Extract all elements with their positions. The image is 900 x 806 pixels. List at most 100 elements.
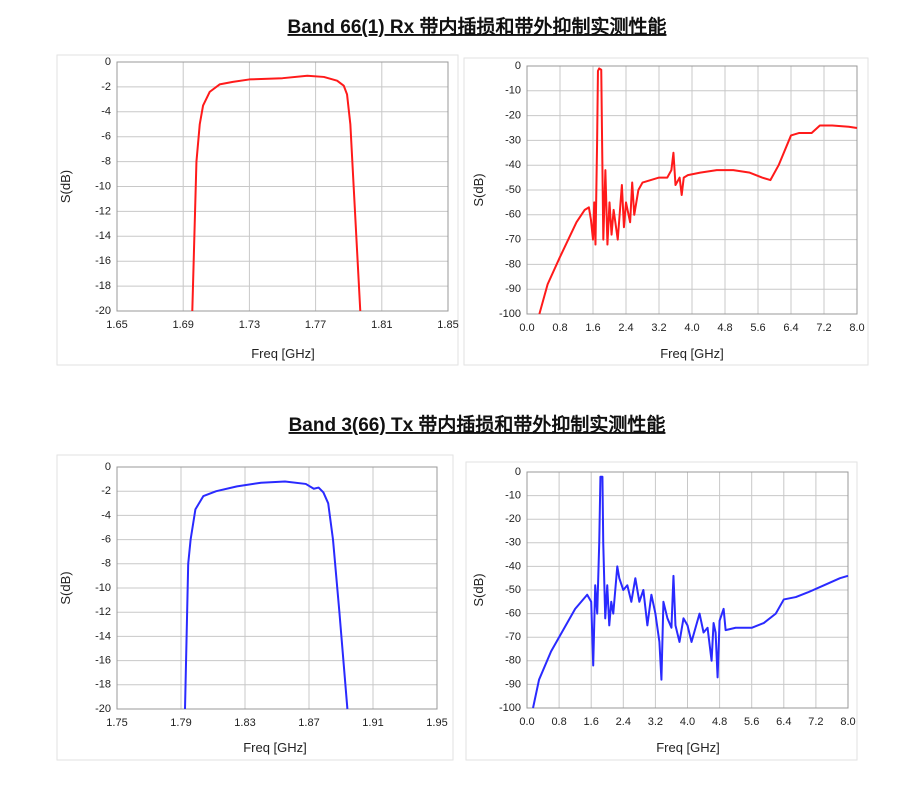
x-tick-label: 3.2	[651, 322, 666, 334]
y-tick-label: -90	[505, 678, 521, 690]
chart-frame	[56, 54, 459, 366]
x-tick-label: 1.87	[298, 717, 319, 729]
y-axis-label: S(dB)	[58, 170, 73, 203]
y-tick-label: -20	[95, 305, 111, 317]
y-axis-label: S(dB)	[471, 573, 486, 606]
x-tick-label: 4.8	[712, 716, 727, 728]
section-heading: Band 3(66) Tx 带内插损和带外抑制实测性能	[289, 413, 666, 436]
x-axis-label: Freq [GHz]	[251, 346, 315, 361]
y-tick-label: 0	[515, 60, 521, 72]
y-tick-label: -14	[95, 230, 111, 242]
x-tick-label: 0.8	[552, 322, 567, 334]
x-tick-label: 5.6	[744, 716, 759, 728]
x-tick-label: 2.4	[616, 716, 631, 728]
x-tick-label: 0.0	[519, 322, 534, 334]
x-tick-label: 6.4	[783, 322, 798, 334]
plot-border	[526, 65, 858, 315]
y-tick-label: -80	[505, 258, 521, 270]
y-tick-label: -10	[505, 490, 521, 502]
y-tick-label: -100	[499, 308, 521, 320]
y-tick-label: -70	[505, 234, 521, 246]
chart-frame	[465, 461, 858, 761]
x-tick-label: 6.4	[776, 716, 791, 728]
y-tick-label: -40	[505, 159, 521, 171]
y-tick-label: -6	[101, 131, 111, 143]
y-tick-label: -16	[95, 255, 111, 267]
y-tick-label: -2	[101, 81, 111, 93]
y-tick-label: -20	[95, 703, 111, 715]
y-tick-label: -70	[505, 631, 521, 643]
data-line	[191, 74, 362, 312]
y-tick-label: -100	[499, 702, 521, 714]
data-line	[532, 475, 849, 709]
y-tick-label: -40	[505, 560, 521, 572]
y-tick-label: -50	[505, 584, 521, 596]
x-tick-label: 7.2	[808, 716, 823, 728]
y-tick-label: -10	[95, 180, 111, 192]
x-tick-label: 3.2	[648, 716, 663, 728]
y-tick-label: -20	[505, 110, 521, 122]
x-tick-label: 4.0	[684, 322, 699, 334]
y-tick-label: -14	[95, 630, 111, 642]
y-tick-label: -12	[95, 606, 111, 618]
section-heading: Band 66(1) Rx 带内插损和带外抑制实测性能	[288, 15, 667, 38]
x-tick-label: 1.65	[106, 319, 127, 331]
y-tick-label: -12	[95, 205, 111, 217]
x-axis-label: Freq [GHz]	[656, 740, 720, 755]
y-tick-label: -10	[505, 85, 521, 97]
x-tick-label: 1.6	[585, 322, 600, 334]
x-axis-label: Freq [GHz]	[243, 740, 307, 755]
x-tick-label: 8.0	[849, 322, 864, 334]
x-tick-label: 0.8	[551, 716, 566, 728]
y-tick-label: 0	[105, 56, 111, 68]
x-tick-label: 1.79	[170, 717, 191, 729]
x-tick-label: 8.0	[840, 716, 855, 728]
plot-border	[116, 466, 438, 710]
x-tick-label: 1.69	[172, 319, 193, 331]
y-tick-label: -6	[101, 534, 111, 546]
x-tick-label: 1.91	[362, 717, 383, 729]
y-tick-label: -80	[505, 655, 521, 667]
data-line	[184, 480, 349, 710]
x-tick-label: 1.81	[371, 319, 392, 331]
y-tick-label: -18	[95, 280, 111, 292]
y-tick-label: -60	[505, 608, 521, 620]
y-tick-label: -10	[95, 582, 111, 594]
plot-border	[526, 471, 849, 709]
y-tick-label: -4	[101, 509, 111, 521]
chart-frame	[463, 57, 869, 366]
x-tick-label: 1.95	[426, 717, 447, 729]
x-tick-label: 7.2	[816, 322, 831, 334]
y-tick-label: -18	[95, 679, 111, 691]
x-tick-label: 0.0	[519, 716, 534, 728]
x-tick-label: 4.8	[717, 322, 732, 334]
y-axis-label: S(dB)	[471, 173, 486, 206]
x-tick-label: 1.77	[305, 319, 326, 331]
x-tick-label: 1.75	[106, 717, 127, 729]
x-tick-label: 1.73	[239, 319, 260, 331]
y-tick-label: -50	[505, 184, 521, 196]
y-tick-label: -30	[505, 537, 521, 549]
y-tick-label: -90	[505, 283, 521, 295]
y-tick-label: -8	[101, 156, 111, 168]
y-tick-label: -20	[505, 513, 521, 525]
y-tick-label: -16	[95, 655, 111, 667]
y-tick-label: 0	[515, 466, 521, 478]
x-tick-label: 5.6	[750, 322, 765, 334]
y-tick-label: -30	[505, 134, 521, 146]
x-tick-label: 1.83	[234, 717, 255, 729]
y-tick-label: -60	[505, 209, 521, 221]
x-axis-label: Freq [GHz]	[660, 346, 724, 361]
y-axis-label: S(dB)	[58, 571, 73, 604]
y-tick-label: -4	[101, 106, 111, 118]
plot-border	[116, 61, 449, 312]
y-tick-label: -8	[101, 558, 111, 570]
y-tick-label: -2	[101, 485, 111, 497]
x-tick-label: 4.0	[680, 716, 695, 728]
x-tick-label: 2.4	[618, 322, 633, 334]
chart-frame	[56, 454, 454, 761]
data-line	[538, 67, 858, 315]
x-tick-label: 1.6	[584, 716, 599, 728]
x-tick-label: 1.85	[437, 319, 458, 331]
